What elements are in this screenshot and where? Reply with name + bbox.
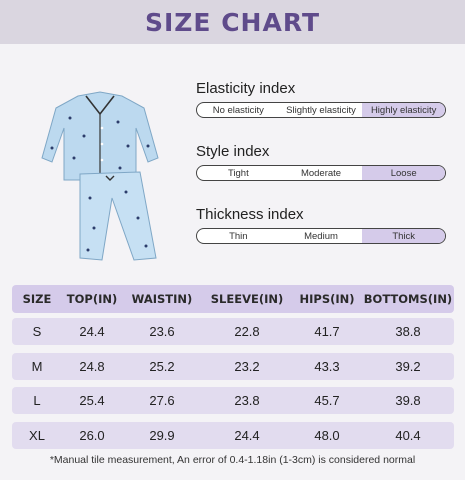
table-cell: XL [29,427,45,443]
table-cell: 45.7 [314,393,340,408]
index-option: Medium [304,230,338,242]
index-block: Elasticity index No elasticity Slightly el… [196,80,446,118]
index-option: Thin [229,230,248,242]
table-cell: 38.8 [395,324,421,339]
table-cell: 43.3 [314,358,340,374]
header-bottoms: BOTTOMS(IN) [363,292,453,306]
table-cell: 24.4 [79,324,105,339]
table-header-row: SIZE TOP(IN) WAISTIN) SLEEVE(IN) HIPS(IN… [12,285,454,313]
index-block: Style index Tight Moderate Loose [196,143,446,181]
table-cell: 29.9 [149,427,175,443]
table-cell: 25.4 [79,393,105,408]
header-waist: WAISTIN) [131,292,193,306]
index-title: Style index [196,143,270,160]
table-cell: 25.2 [149,358,175,374]
table-cell: 23.2 [234,358,260,374]
index-option: Tight [227,167,249,179]
index-option: No elasticity [212,104,264,116]
index-bar: Thin Medium Thick [196,228,446,244]
table-cell: 40.4 [395,427,421,443]
size-table: SIZE TOP(IN) WAISTIN) SLEEVE(IN) HIPS(IN… [12,285,454,456]
table-cell: S [32,324,42,339]
index-option: Moderate [300,167,342,179]
pajama-set-image [41,91,159,261]
table-row: L 25.4 27.6 23.8 45.7 39.8 [12,387,454,414]
index-option: Slightly elasticity [286,104,356,116]
table-row: S 24.4 23.6 22.8 41.7 38.8 [12,318,454,345]
table-row: M 24.8 25.2 23.2 43.3 39.2 [12,352,454,380]
index-option-selected: Highly elasticity [362,103,445,117]
index-title: Elasticity index [196,80,296,97]
header-hips: HIPS(IN) [299,292,355,306]
table-cell: 41.7 [314,324,340,339]
table-cell: L [33,393,41,408]
table-cell: 24.4 [234,427,260,443]
table-cell: 26.0 [79,427,105,443]
index-block: Thickness index Thin Medium Thick [196,206,446,244]
header-top: TOP(IN) [66,292,118,306]
index-bar: No elasticity Slightly elasticity Highly e… [196,102,446,118]
table-cell: 24.8 [79,358,105,374]
measurement-note: *Manual tile measurement, An error of 0.… [49,454,416,466]
header-sleeve: SLEEVE(IN) [210,292,284,306]
table-cell: 39.2 [395,358,421,374]
table-cell: M [31,358,43,374]
table-cell: 27.6 [149,393,175,408]
header-size: SIZE [22,292,52,306]
table-cell: 23.8 [234,393,260,408]
index-option-selected: Loose [362,166,445,180]
index-bar: Tight Moderate Loose [196,165,446,181]
table-cell: 39.8 [395,393,421,408]
page-title: SIZE CHART [144,7,320,37]
index-title: Thickness index [196,206,304,223]
header-bar: SIZE CHART [0,0,465,44]
table-cell: 48.0 [314,427,340,443]
table-cell: 22.8 [234,324,260,339]
table-row: XL 26.0 29.9 24.4 48.0 40.4 [12,421,454,449]
index-option-selected: Thick [362,229,445,243]
table-cell: 23.6 [149,324,175,339]
